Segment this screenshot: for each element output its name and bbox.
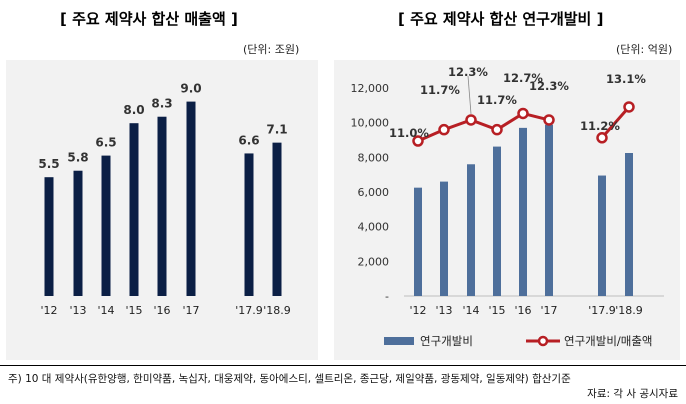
rnd-x-tick: '14 <box>462 304 479 317</box>
sales-x-tick: '14 <box>97 304 114 317</box>
ratio-value-label: 11.2% <box>580 119 620 133</box>
rnd-x-tick: '17 <box>540 304 557 317</box>
ratio-value-label: 11.7% <box>477 93 517 107</box>
sales-x-tick: '18.9 <box>263 304 291 317</box>
sales-value-label: 7.1 <box>266 123 287 137</box>
ratio-marker <box>543 114 555 126</box>
rnd-bar <box>625 153 633 296</box>
ratio-marker <box>596 132 608 144</box>
sales-x-tick: '12 <box>40 304 57 317</box>
rnd-bar <box>598 175 606 296</box>
sales-x-tick: '16 <box>153 304 170 317</box>
ratio-marker <box>517 107 529 120</box>
rnd-bar <box>545 124 553 296</box>
ratio-marker <box>412 135 424 147</box>
sales-bar <box>157 116 167 296</box>
label-leader-line <box>467 75 472 114</box>
ratio-value-label: 12.3% <box>529 79 569 93</box>
left-chart-unit: (단위: 조원) <box>243 43 300 56</box>
ratio-marker <box>491 123 503 136</box>
ratio-value-label: 11.0% <box>389 126 429 140</box>
right-chart-panel: 12,000 10,000 8,000 6,000 4,000 2,000 - '12 '13 '… <box>334 60 680 360</box>
rnd-x-tick: '13 <box>435 304 452 317</box>
sales-bar <box>186 101 196 296</box>
ratio-marker <box>438 123 450 136</box>
ratio-value-label: 13.1% <box>606 72 646 86</box>
rnd-bar <box>414 187 422 296</box>
legend-line-label: 연구개발비/매출액 <box>564 334 653 348</box>
sales-bar <box>272 142 282 296</box>
sales-x-tick: '13 <box>69 304 86 317</box>
ratio-value-label: 11.7% <box>420 83 460 97</box>
rnd-bar <box>493 146 501 296</box>
right-chart-title: [ 주요 제약사 합산 연구개발비 ] <box>398 10 604 28</box>
sales-bar-chart: 5.5 '12 5.8 '13 6.5 '14 8.0 '15 8.3 '16 9.0 '17 6.6 '… <box>38 82 291 317</box>
ratio-line <box>417 111 550 143</box>
rnd-x-tick: '15 <box>488 304 505 317</box>
left-chart-panel: 5.5 '12 5.8 '13 6.5 '14 8.0 '15 8.3 '16 9.0 '17 6.6 '… <box>6 60 318 360</box>
sales-value-label: 8.0 <box>123 103 144 117</box>
sales-bar <box>244 153 254 296</box>
rnd-y-tick: 6,000 <box>358 186 390 199</box>
rnd-bar <box>440 181 448 296</box>
ratio-marker <box>623 101 635 113</box>
sales-value-label: 9.0 <box>180 82 201 96</box>
sales-value-label: 8.3 <box>151 97 172 111</box>
sales-x-tick: '15 <box>125 304 142 317</box>
sales-value-label: 6.6 <box>238 133 259 147</box>
sales-x-tick: '17.9 <box>235 304 263 317</box>
footer-divider <box>0 365 686 366</box>
rnd-bar <box>467 164 475 296</box>
rnd-x-tick: '12 <box>409 304 426 317</box>
ratio-value-label: 12.7% <box>503 71 543 85</box>
rnd-bar <box>519 127 527 296</box>
sales-value-label: 5.8 <box>67 151 88 165</box>
sales-value-label: 6.5 <box>95 136 116 150</box>
legend-bar-label: 연구개발비 <box>420 334 473 348</box>
rnd-y-tick: 8,000 <box>358 151 390 164</box>
ratio-value-label: 12.3% <box>448 65 488 79</box>
rnd-x-tick: '16 <box>514 304 531 317</box>
rnd-y-tick: - <box>385 290 389 303</box>
rnd-y-tick: 12,000 <box>351 82 390 95</box>
left-chart-title: [ 주요 제약사 합산 매출액 ] <box>60 10 238 28</box>
rnd-x-tick: '17.9 <box>588 304 616 317</box>
rnd-combo-chart: 12,000 10,000 8,000 6,000 4,000 2,000 - '12 '13 '… <box>351 65 664 348</box>
legend-bar-swatch <box>384 337 414 345</box>
ratio-line <box>600 105 631 139</box>
rnd-y-tick: 2,000 <box>358 255 390 268</box>
source-note: 자료: 각 사 공시자료 <box>587 388 678 400</box>
footnote: 주) 10 대 제약사(유한양행, 한미약품, 녹십자, 대웅제약, 동아에스티… <box>8 373 571 385</box>
rnd-x-tick: '18.9 <box>615 304 643 317</box>
right-chart-unit: (단위: 억원) <box>616 43 673 56</box>
ratio-marker <box>465 114 477 126</box>
sales-x-tick: '17 <box>182 304 199 317</box>
sales-bar <box>73 170 83 296</box>
rnd-y-tick: 4,000 <box>358 221 390 234</box>
rnd-y-tick: 10,000 <box>351 117 390 130</box>
sales-value-label: 5.5 <box>38 157 59 171</box>
sales-bar <box>129 123 139 296</box>
legend-line-marker <box>537 335 549 347</box>
sales-bar <box>44 177 54 296</box>
sales-bar <box>101 155 111 296</box>
